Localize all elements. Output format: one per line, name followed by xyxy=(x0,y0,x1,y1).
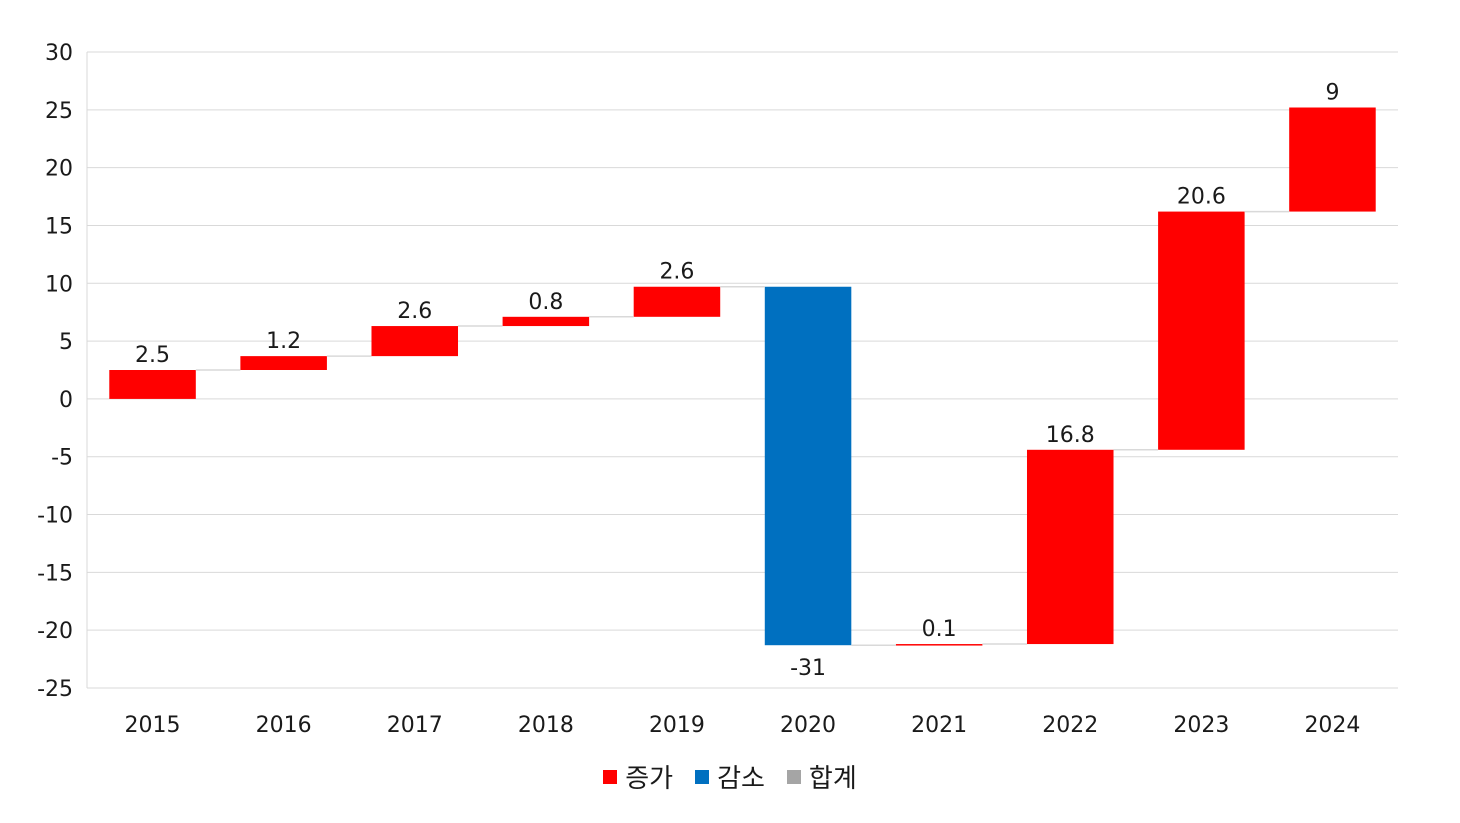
bar-2015 xyxy=(109,370,196,399)
y-tick-label-0: 30 xyxy=(45,41,73,66)
y-tick-label-5: 5 xyxy=(59,330,73,355)
x-tick-label-2019: 2019 xyxy=(649,713,705,738)
data-label-2022: 16.8 xyxy=(1046,423,1095,448)
y-tick-label-2: 20 xyxy=(45,157,73,182)
chart-plot: 302520151050-5-10-15-20-252.520151.22016… xyxy=(37,41,1398,738)
legend-swatch-total xyxy=(786,769,801,784)
bar-2017 xyxy=(371,326,459,357)
bar-2020 xyxy=(764,286,852,646)
y-tick-label-8: -10 xyxy=(37,504,73,529)
legend-label-increase: 증가 xyxy=(625,764,674,794)
data-label-2019: 2.6 xyxy=(659,260,694,285)
x-tick-label-2024: 2024 xyxy=(1304,713,1360,738)
legend-item-total: 합계 xyxy=(786,758,857,795)
y-tick-label-3: 15 xyxy=(45,214,73,239)
y-tick-label-9: -15 xyxy=(37,561,73,586)
legend-label-decrease: 감소 xyxy=(717,764,765,794)
y-tick-label-4: 10 xyxy=(45,272,73,297)
bar-2023 xyxy=(1158,211,1245,450)
bar-2016 xyxy=(240,356,327,370)
data-label-2015: 2.5 xyxy=(135,343,170,368)
y-tick-label-11: -25 xyxy=(37,677,73,702)
legend-swatch-increase xyxy=(603,769,618,784)
x-tick-label-2023: 2023 xyxy=(1173,713,1229,738)
data-label-2023: 20.6 xyxy=(1177,185,1226,210)
bar-2022 xyxy=(1026,449,1114,645)
legend-label-total: 합계 xyxy=(808,764,857,794)
bar-2024 xyxy=(1289,107,1376,212)
data-label-2020: -31 xyxy=(790,656,826,681)
x-tick-label-2021: 2021 xyxy=(911,713,967,738)
x-tick-label-2016: 2016 xyxy=(256,713,312,738)
legend-item-increase: 증가 xyxy=(603,758,673,795)
x-tick-label-2017: 2017 xyxy=(387,713,443,738)
data-label-2021: 0.1 xyxy=(922,617,957,642)
data-label-2017: 2.6 xyxy=(397,299,432,324)
y-tick-label-10: -20 xyxy=(37,619,73,644)
y-tick-label-6: 0 xyxy=(59,388,73,413)
x-tick-label-2022: 2022 xyxy=(1042,713,1098,738)
legend-swatch-decrease xyxy=(695,769,710,784)
bar-2018 xyxy=(502,316,590,327)
y-tick-label-1: 25 xyxy=(45,99,73,124)
data-label-2018: 0.8 xyxy=(528,290,563,315)
x-tick-label-2018: 2018 xyxy=(518,713,574,738)
data-label-2016: 1.2 xyxy=(266,329,301,354)
y-tick-label-7: -5 xyxy=(51,446,73,471)
bar-2021 xyxy=(895,644,983,646)
x-tick-label-2015: 2015 xyxy=(125,713,181,738)
legend: 증가 감소 합계 xyxy=(0,758,1460,795)
data-label-2024: 9 xyxy=(1325,81,1339,106)
bar-2019 xyxy=(633,286,721,317)
x-tick-label-2020: 2020 xyxy=(780,713,836,738)
legend-item-decrease: 감소 xyxy=(695,758,765,795)
